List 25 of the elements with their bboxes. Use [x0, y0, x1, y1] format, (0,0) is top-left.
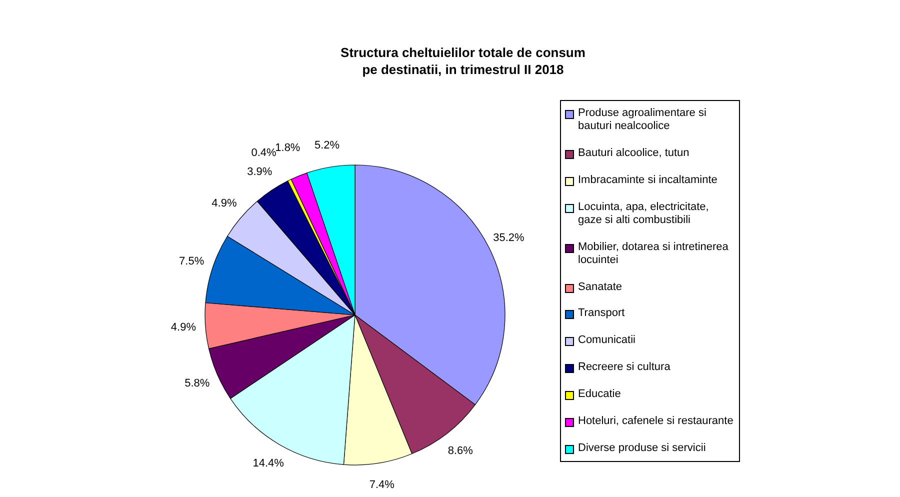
data-label: 0.4%: [251, 147, 277, 160]
legend-label: Comunicatii: [578, 334, 636, 348]
legend-label: Transport: [578, 307, 625, 320]
legend-label: Diverse produse si servicii: [578, 442, 706, 455]
legend-label: Educatie: [578, 388, 621, 402]
data-label: 7.4%: [369, 478, 395, 491]
data-label: 14.4%: [252, 458, 284, 470]
data-label: 5.2%: [314, 139, 340, 152]
data-label: 1.8%: [275, 142, 300, 154]
data-label: 7.5%: [179, 255, 204, 268]
legend-label: Produse agroalimentare si bauturi nealcoolice: [578, 107, 708, 133]
chart-title: Structura cheltuielilor totale de consum pe destinatii, in trimestrul II 2018: [340, 44, 586, 78]
legend-label: Imbracaminte si incaltaminte: [578, 174, 718, 187]
data-label: 35.2%: [493, 232, 525, 244]
legend-label: Bauturi alcoolice, tutun: [578, 146, 690, 160]
data-label: 4.9%: [170, 321, 196, 334]
data-label: 4.9%: [212, 197, 237, 210]
data-label: 8.6%: [448, 444, 474, 457]
legend-label: Mobilier, dotarea si intretinerea locuintei: [578, 240, 730, 267]
data-label: 3.9%: [247, 166, 272, 178]
legend-label: Sanatate: [578, 280, 622, 294]
legend-label: Locuinta, apa, electricitate, gaze si alti combustibili: [578, 200, 710, 227]
data-label: 5.8%: [184, 377, 210, 390]
legend-label: Hoteluri, cafenele si restaurante: [578, 415, 734, 428]
legend-label: Recreere si cultura: [578, 361, 670, 374]
